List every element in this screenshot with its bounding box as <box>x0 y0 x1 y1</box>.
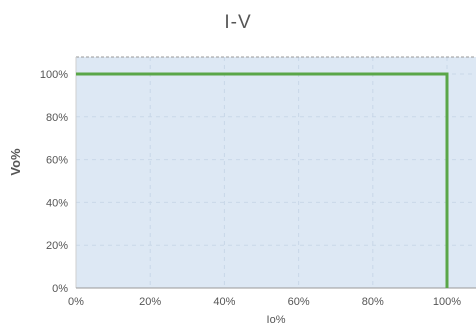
series-group <box>76 72 449 288</box>
y-tick-label: 0% <box>52 283 68 295</box>
chart-title: I-V <box>224 12 251 33</box>
y-tick-label: 80% <box>46 112 68 124</box>
y-axis-label: Vo% <box>8 148 23 176</box>
x-tick-label: 40% <box>213 296 235 308</box>
y-tick-label: 20% <box>46 240 68 252</box>
y-tick-label: 60% <box>46 155 68 167</box>
y-tick-label: 40% <box>46 197 68 209</box>
x-tick-label: 80% <box>362 296 384 308</box>
x-tick-label: 0% <box>68 296 84 308</box>
y-tick-label: 100% <box>40 69 68 81</box>
x-axis-label: Io% <box>267 314 286 326</box>
x-tick-labels: 0% 20% 40% 60% 80% 100% <box>68 296 461 308</box>
x-tick-label: 20% <box>139 296 161 308</box>
x-tick-label: 60% <box>288 296 310 308</box>
x-tick-label: 100% <box>433 296 461 308</box>
series-line <box>76 72 449 288</box>
plot-area <box>76 57 476 288</box>
y-tick-labels: 0% 20% 40% 60% 80% 100% <box>40 69 68 295</box>
